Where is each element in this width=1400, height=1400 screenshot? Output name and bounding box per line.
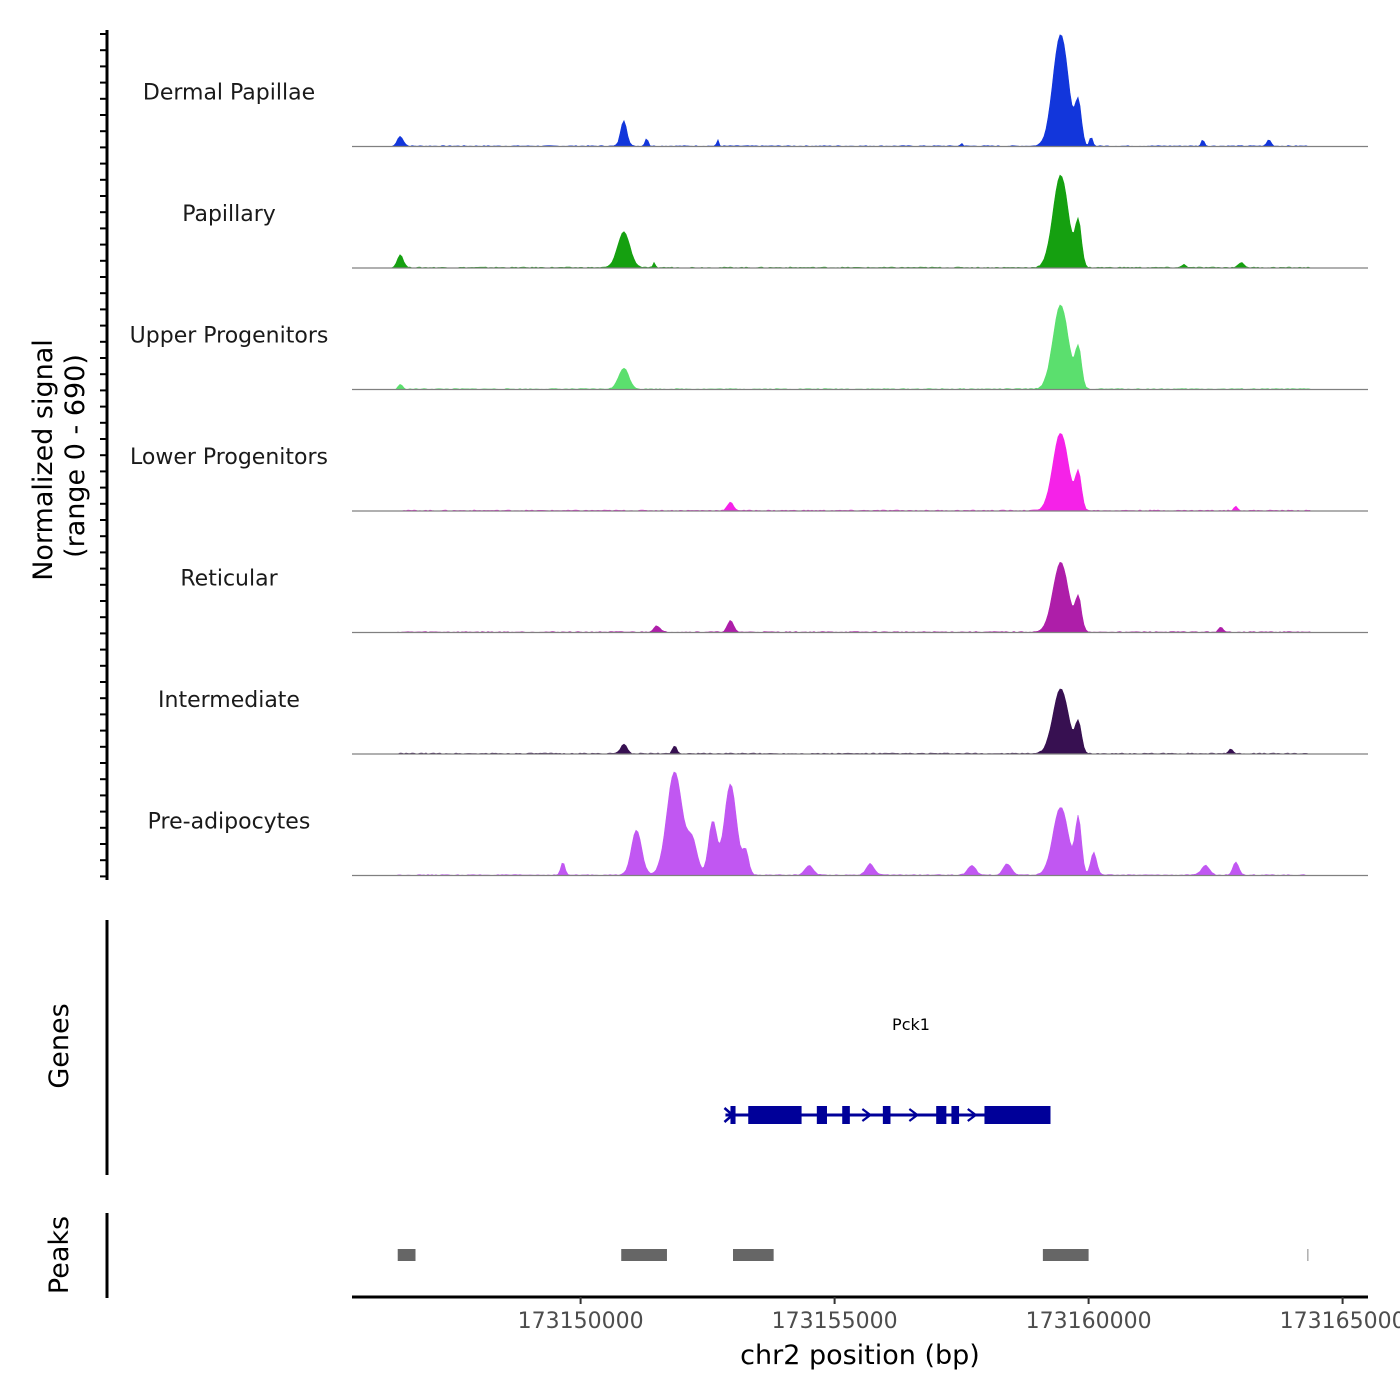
- y-axis-title-line2: (range 0 - 690): [60, 354, 91, 558]
- gene-exon: [984, 1106, 1051, 1124]
- x-tick-label: 173155000: [772, 1309, 898, 1334]
- signal-y-ticks: [100, 33, 107, 878]
- coverage-tracks: Dermal Papillae Papillary Upper Progenitor…: [130, 34, 1368, 877]
- coverage-area: [352, 771, 1311, 876]
- track: Lower Progenitors: [130, 433, 1368, 512]
- track: Papillary: [182, 174, 1368, 269]
- peak-region: [621, 1249, 667, 1261]
- track: Pre-adipocytes: [148, 771, 1368, 877]
- x-tick-label: 173165000: [1280, 1309, 1400, 1334]
- coverage-area: [352, 174, 1311, 269]
- y-axis-title-line1: Normalized signal: [28, 339, 59, 581]
- coverage-area: [352, 304, 1311, 390]
- gene-exon: [936, 1106, 947, 1124]
- track-label: Dermal Papillae: [143, 81, 315, 106]
- x-tick-label: 173160000: [1026, 1309, 1152, 1334]
- track-label: Papillary: [182, 202, 276, 227]
- gene-label: Pck1: [892, 1015, 930, 1034]
- track: Reticular: [180, 561, 1368, 634]
- track-label: Intermediate: [158, 688, 300, 713]
- track: Dermal Papillae: [143, 34, 1368, 148]
- track-label: Reticular: [180, 567, 278, 592]
- gene-exon: [842, 1106, 850, 1124]
- peak-region: [1042, 1249, 1089, 1261]
- peak-region: [397, 1249, 416, 1261]
- track: Intermediate: [158, 688, 1368, 755]
- track: Upper Progenitors: [130, 304, 1368, 391]
- peaks-panel-title: Peaks: [44, 1216, 75, 1294]
- gene-exon: [816, 1106, 827, 1124]
- gene-model: [723, 1106, 1051, 1124]
- coverage-area: [352, 433, 1311, 512]
- track-label: Upper Progenitors: [130, 324, 329, 349]
- genes-panel-title: Genes: [44, 1003, 75, 1088]
- strand-arrow: [908, 1108, 920, 1122]
- gene-exon: [951, 1106, 960, 1124]
- gene-exon: [882, 1106, 891, 1124]
- coverage-area: [352, 561, 1311, 633]
- coverage-area: [352, 34, 1311, 147]
- coverage-area: [352, 688, 1311, 755]
- peak-regions: [397, 1249, 1309, 1261]
- peak-region: [1307, 1249, 1309, 1261]
- gene-exon: [748, 1106, 802, 1124]
- gene-exon: [730, 1106, 736, 1124]
- track-label: Pre-adipocytes: [148, 810, 311, 835]
- track-label: Lower Progenitors: [130, 445, 328, 470]
- strand-arrow: [861, 1108, 873, 1122]
- x-axis-ticks: 173150000 173155000 173160000 173165000: [518, 1297, 1400, 1334]
- x-tick-label: 173150000: [518, 1309, 644, 1334]
- strand-arrow: [967, 1108, 978, 1122]
- x-axis-title: chr2 position (bp): [740, 1340, 980, 1371]
- peak-region: [733, 1249, 774, 1261]
